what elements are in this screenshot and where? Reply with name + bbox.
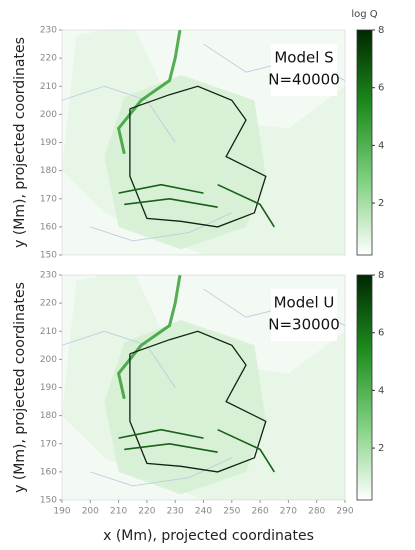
annotation: Model S <box>274 49 333 67</box>
field-wash <box>104 320 266 495</box>
y-axis-label: y (Mm), projected coordinates <box>12 282 28 493</box>
colorbar-tick-label: 4 <box>378 385 384 396</box>
annotation: Model U <box>274 294 335 312</box>
ridge <box>118 428 204 439</box>
x-tick-label: 240 <box>195 507 212 517</box>
x-tick-label: 210 <box>110 507 127 517</box>
colorbar-tick-label: 6 <box>378 328 384 339</box>
y-tick-label: 150 <box>40 496 57 506</box>
colorbar <box>356 274 373 501</box>
y-tick-label: 160 <box>40 467 57 477</box>
y-tick-label: 170 <box>40 194 57 204</box>
x-tick-label: 230 <box>167 507 184 517</box>
x-tick-label: 260 <box>252 507 269 517</box>
y-tick-label: 150 <box>40 251 57 261</box>
y-tick-label: 220 <box>40 54 57 64</box>
ridge <box>124 442 218 453</box>
colorbar <box>356 29 373 256</box>
ridge <box>129 330 267 473</box>
x-tick-label: 200 <box>82 507 99 517</box>
y-tick-label: 180 <box>40 166 57 176</box>
x-tick-label: 220 <box>138 507 155 517</box>
x-tick-label: 270 <box>280 507 297 517</box>
annotation-box <box>271 44 337 96</box>
y-tick-label: 230 <box>40 271 57 281</box>
colorbar-tick-label: 6 <box>378 83 384 94</box>
ridge <box>116 30 182 155</box>
contour <box>90 457 232 487</box>
y-tick-label: 210 <box>40 327 57 337</box>
y-tick-label: 220 <box>40 299 57 309</box>
annotation-box <box>271 289 337 341</box>
ridge <box>217 428 275 473</box>
contour <box>90 212 232 242</box>
colorbar-tick-label: 8 <box>378 270 384 281</box>
colorbar-tick-label: 4 <box>378 140 384 151</box>
annotation: N=30000 <box>268 316 340 334</box>
ridge <box>118 183 204 194</box>
ridge <box>116 275 182 400</box>
y-tick-label: 160 <box>40 222 57 232</box>
x-axis-label: x (Mm), projected coordinates <box>103 528 314 544</box>
colorbar-tick-label: 8 <box>378 25 384 36</box>
colorbar-label: log Q <box>351 9 377 20</box>
ridge <box>217 183 275 228</box>
y-axis-label: y (Mm), projected coordinates <box>12 37 28 248</box>
contour <box>62 85 176 143</box>
x-tick-label: 190 <box>53 507 70 517</box>
y-tick-label: 190 <box>40 138 57 148</box>
y-tick-label: 170 <box>40 439 57 449</box>
y-tick-label: 190 <box>40 383 57 393</box>
y-tick-label: 200 <box>40 355 57 365</box>
y-tick-label: 180 <box>40 411 57 421</box>
x-tick-label: 280 <box>308 507 325 517</box>
x-tick-label: 290 <box>336 507 353 517</box>
x-tick-label: 250 <box>223 507 240 517</box>
field-wash <box>104 75 266 250</box>
colorbar-tick-label: 2 <box>378 198 384 209</box>
y-tick-label: 210 <box>40 82 57 92</box>
ridge <box>124 197 218 208</box>
contour <box>62 330 176 388</box>
colorbar-tick-label: 2 <box>378 443 384 454</box>
annotation: N=40000 <box>268 71 340 89</box>
y-tick-label: 200 <box>40 110 57 120</box>
ridge <box>129 85 267 228</box>
y-tick-label: 230 <box>40 26 57 36</box>
